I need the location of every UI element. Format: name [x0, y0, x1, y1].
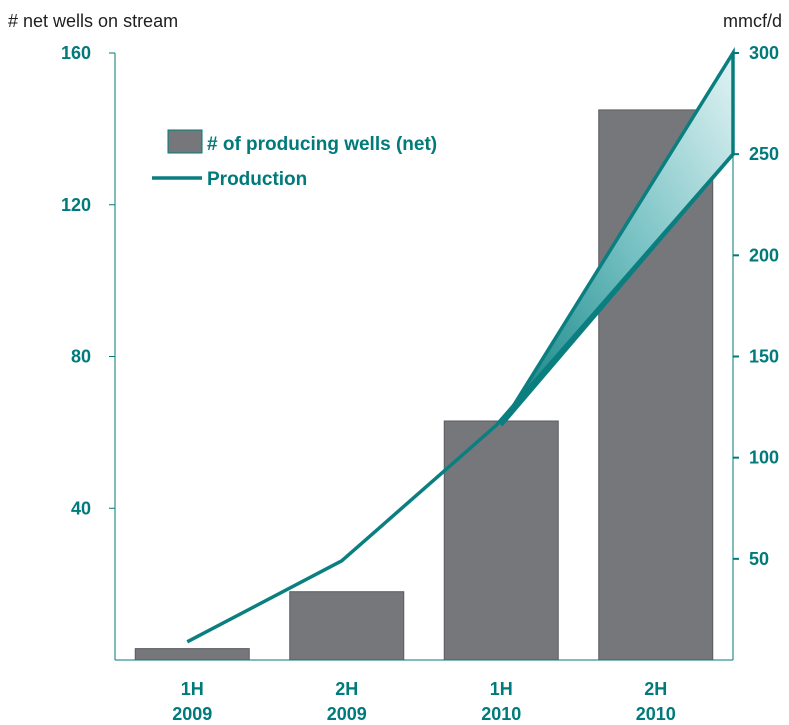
left-tick-label-3: 160	[61, 43, 91, 63]
category-labels: 1H 2009 2H 2009 1H 2010 2H 2010	[172, 679, 676, 724]
right-tick-label-3: 200	[749, 245, 779, 265]
right-tick-label-0: 50	[749, 549, 769, 569]
bars-group	[134, 109, 714, 661]
category-label-0-line2: 2009	[172, 704, 212, 724]
right-tick-label-5: 300	[749, 43, 779, 63]
category-label-1-line2: 2009	[327, 704, 367, 724]
production-line-group	[186, 153, 735, 644]
right-axis-title: mmcf/d	[723, 11, 782, 31]
left-axis-title: # net wells on stream	[8, 11, 178, 31]
right-tick-label-1: 100	[749, 448, 779, 468]
left-tick-label-2: 120	[61, 195, 91, 215]
category-label-1-line1: 2H	[335, 679, 358, 699]
left-tick-label-1: 80	[71, 347, 91, 367]
right-tick-label-2: 150	[749, 347, 779, 367]
category-label-2-line1: 1H	[490, 679, 513, 699]
left-axis-ticks: 40 80 120 160	[61, 43, 115, 518]
right-axis-ticks: 50 100 150 200 250 300	[733, 43, 779, 569]
category-label-2-line2: 2010	[481, 704, 521, 724]
category-label-3-line1: 2H	[644, 679, 667, 699]
legend-bar-swatch	[167, 129, 203, 154]
legend-line-label: Production	[207, 169, 307, 190]
bar-0	[134, 648, 250, 661]
bar-1	[289, 591, 405, 661]
category-label-3-line2: 2010	[636, 704, 676, 724]
category-label-0-line1: 1H	[181, 679, 204, 699]
legend: # of producing wells (net) Production	[152, 129, 437, 190]
production-line	[186, 153, 735, 644]
right-tick-label-4: 250	[749, 144, 779, 164]
legend-bar-label: # of producing wells (net)	[207, 134, 437, 155]
bar-2	[443, 420, 559, 661]
left-tick-label-0: 40	[71, 498, 91, 518]
